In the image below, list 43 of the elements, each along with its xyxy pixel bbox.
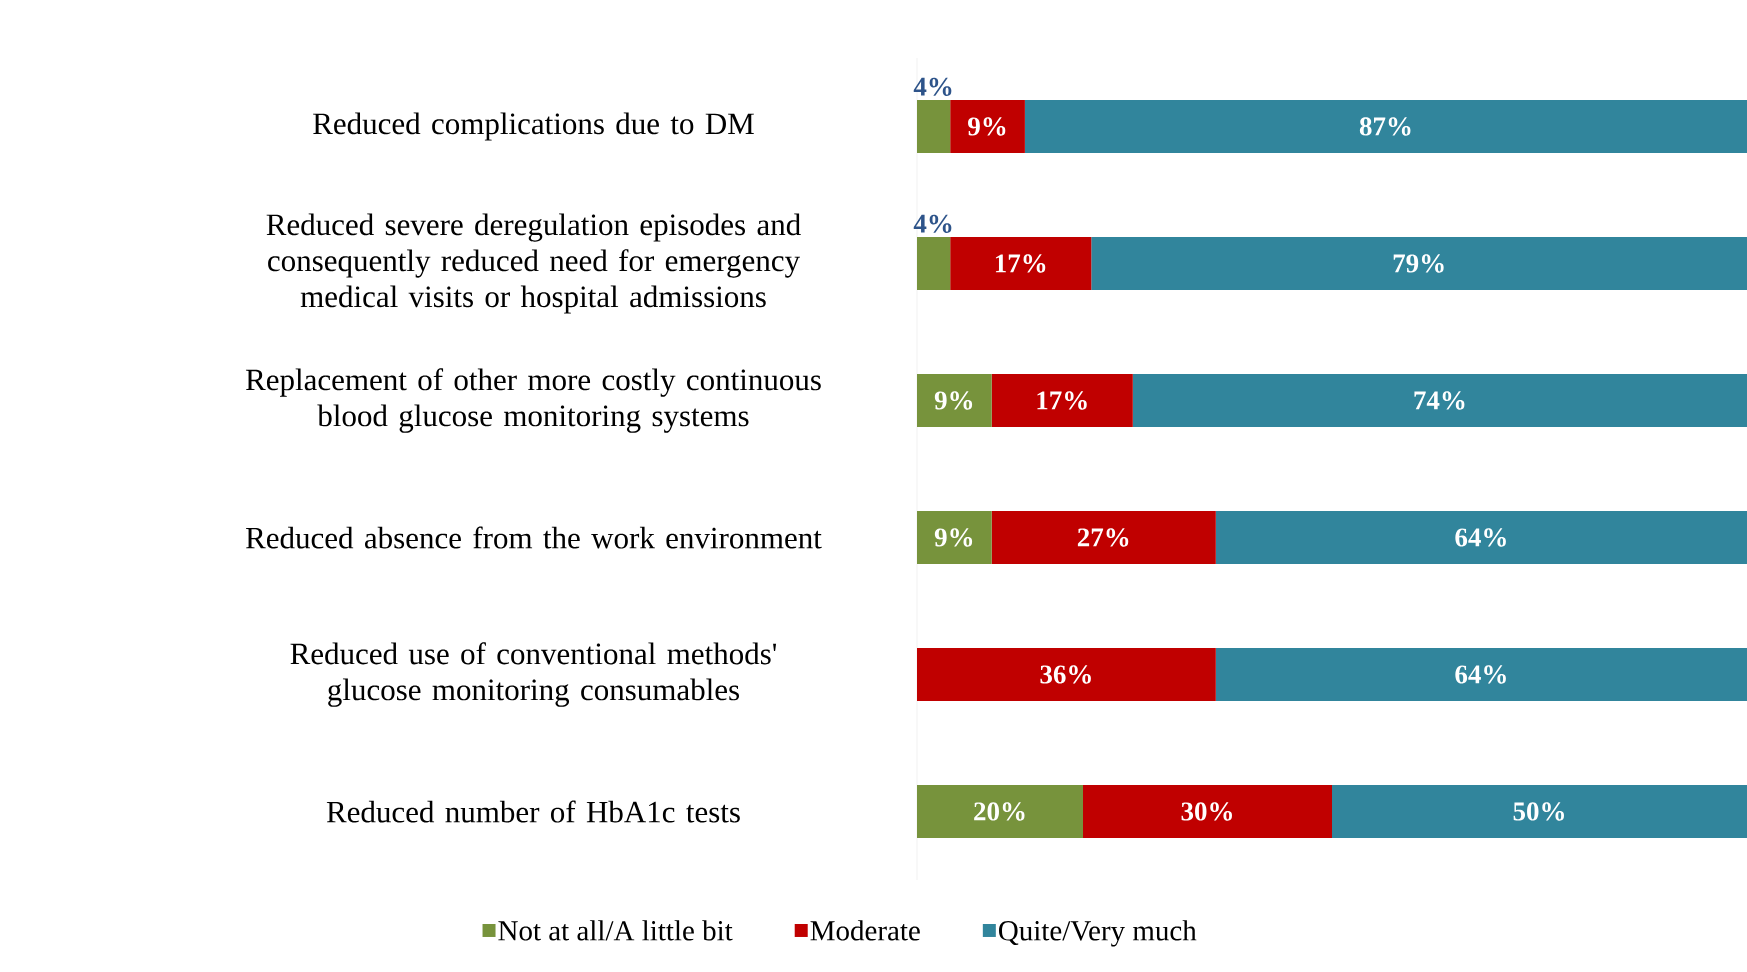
data-label: 4%	[913, 77, 952, 96]
legend-label: Quite/Very much	[999, 920, 1197, 947]
bar	[917, 374, 992, 427]
bar	[1024, 100, 1747, 154]
y-tick-label: Replacement of other more costly continuous blood glucose monitoring systems	[245, 368, 821, 433]
bar	[950, 100, 1025, 154]
data-label: 9%	[934, 528, 973, 547]
y-tick-label: Reduced use of conventional methods' glucose monitoring consumables	[290, 642, 777, 707]
data-label: 17%	[995, 254, 1046, 273]
data-label: 64%	[1455, 528, 1506, 547]
legend-label: Moderate	[810, 920, 920, 941]
data-label: 74%	[1414, 391, 1465, 410]
data-label: 17%	[1037, 391, 1087, 410]
data-label: 27%	[1077, 528, 1129, 547]
data-label: 20%	[974, 802, 1025, 821]
data-label: 36%	[1040, 665, 1091, 684]
bar	[1132, 374, 1747, 427]
bar	[1091, 237, 1747, 290]
data-label: 4%	[913, 214, 952, 233]
y-tick-label: Reduced severe deregulation episodes and consequently reduced need for emergency medical visits or hospital admissions	[266, 213, 801, 314]
legend-label: Not at all/A little bit	[498, 920, 733, 941]
bar	[1332, 785, 1747, 839]
bar	[991, 511, 1216, 565]
data-label: 30%	[1181, 802, 1232, 821]
bar	[1215, 648, 1747, 702]
y-tick-label: Reduced absence from the work environment	[245, 526, 822, 549]
data-label: 79%	[1393, 254, 1444, 273]
data-label: 9%	[968, 117, 1006, 136]
data-label: 87%	[1359, 117, 1411, 136]
y-tick-label: Reduced complications due to DM	[313, 112, 754, 141]
bar	[917, 785, 1083, 839]
bar	[917, 100, 951, 154]
bar	[917, 648, 1216, 702]
data-label: 50%	[1513, 802, 1564, 821]
bar	[917, 511, 992, 565]
bar	[917, 237, 951, 290]
bar	[1083, 785, 1333, 839]
y-tick-label: Reduced number of HbA1c tests	[326, 800, 740, 823]
data-label: 9%	[934, 391, 973, 410]
data-label: 64%	[1455, 665, 1506, 684]
bar	[991, 374, 1133, 427]
bar	[1215, 511, 1747, 565]
bar	[950, 237, 1092, 290]
